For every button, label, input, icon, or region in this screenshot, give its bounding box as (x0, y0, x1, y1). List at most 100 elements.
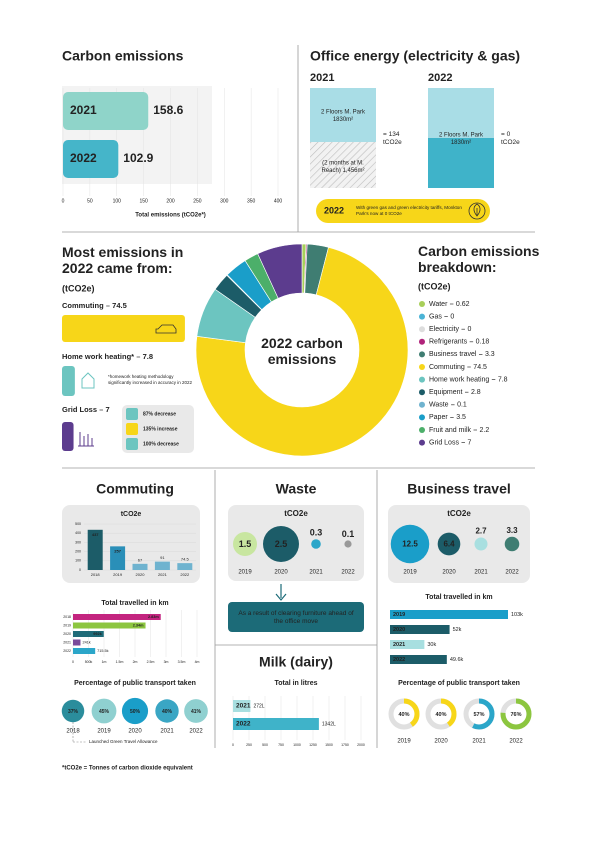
item-value: 7.8 (498, 376, 508, 383)
energy-block-label: 2 Floors M. Park 1830m² (439, 132, 484, 146)
item-value: 7 (106, 405, 110, 414)
x-tick-label: 2022 (180, 572, 190, 577)
x-tick-label: 250 (246, 743, 252, 747)
change-icon (126, 438, 138, 450)
section-title: Carbon emissions breakdown: (418, 243, 540, 275)
y-tick-label: 0 (79, 568, 81, 572)
item-name: Electricity (429, 326, 459, 333)
item-value: 0.18 (476, 339, 490, 346)
item-name: Home work heating (429, 376, 489, 383)
bar (62, 366, 75, 396)
item-value: 0 (450, 313, 454, 320)
x-tick-label: 2000 (357, 743, 365, 747)
x-tick-label: 150 (139, 198, 148, 204)
item-name: Grid Loss (429, 439, 459, 446)
item-name: Paper (429, 414, 448, 421)
value-label: 45% (99, 709, 110, 715)
note: Launched Green Travel Allowance (89, 739, 158, 744)
donut-center-label: 2022 carbon emissions (261, 335, 343, 367)
y-tick-label: 100 (75, 559, 81, 563)
y-tick-label: 2021 (63, 640, 71, 644)
grid-icon (78, 432, 94, 447)
x-tick-label: 0 (62, 198, 65, 204)
bubble (233, 532, 257, 556)
car-icon (155, 324, 177, 334)
item-name: Fruit and milk (429, 427, 472, 434)
bar-category: 2021 (70, 103, 97, 117)
bubble (311, 539, 321, 549)
x-tick-label: 2019 (113, 572, 123, 577)
item-value: 3.3 (485, 351, 495, 358)
x-tick-label: 750 (278, 743, 284, 747)
legend-swatch (419, 401, 425, 408)
energy-block (428, 138, 494, 188)
item-value: 74.5 (473, 364, 487, 371)
section-title: Commuting (96, 481, 174, 497)
energy-block-label: 2 Floors M. Park 1830m² (321, 109, 366, 123)
x-tick-label: 500 (262, 743, 268, 747)
bar (62, 315, 185, 342)
value-label: 12.5 (402, 540, 418, 549)
x-tick-label: 2022 (509, 739, 523, 745)
bar-category: 2021 (393, 642, 405, 648)
legend-swatch (419, 414, 425, 421)
y-tick-label: 500 (75, 522, 81, 526)
x-tick-label: 2018 (91, 572, 101, 577)
item-name: Commuting (62, 301, 104, 310)
legend-swatch (419, 338, 425, 345)
bar (63, 92, 149, 130)
item-name: Waste (429, 402, 449, 409)
change-label: 135% increase (143, 426, 178, 432)
note-panel (228, 602, 364, 632)
value-label: 2.5 (275, 539, 288, 549)
item-value: 0.62 (456, 301, 470, 308)
year-label: 2021 (310, 72, 334, 84)
x-tick-label: 300 (220, 198, 229, 204)
value-label: 2.7 (475, 527, 487, 536)
bubble (155, 699, 179, 723)
value-label: 158.6 (153, 103, 183, 117)
note: *homework heating methodology significant… (108, 374, 193, 385)
x-tick-label: 500k (85, 660, 93, 664)
bar (390, 640, 425, 649)
item-value: 3.5 (456, 414, 466, 421)
bar-category: 2022 (393, 657, 405, 663)
bubble (390, 524, 430, 564)
change-icon (126, 408, 138, 420)
y-tick-label: 400 (75, 531, 81, 535)
chart-title: Total travelled in km (101, 600, 168, 607)
house-icon (81, 372, 95, 389)
subtitle: (tCO2e) (62, 283, 95, 293)
badge-panel (316, 199, 490, 223)
y-tick-label: 200 (75, 550, 81, 554)
energy-result: = 0 tCO2e (501, 131, 520, 146)
footnote: *tCO2e = Tonnes of carbon dioxide equiva… (62, 766, 193, 772)
donut-slice (195, 246, 409, 457)
change-label: 87% decrease (143, 411, 176, 417)
section-title: Milk (dairy) (259, 654, 333, 670)
value-label: 272L (253, 703, 264, 709)
value-label: 41% (191, 709, 202, 715)
value-label: 102.9 (123, 151, 153, 165)
ring (500, 698, 532, 730)
x-tick-label: 2020 (128, 729, 142, 735)
bar (390, 625, 450, 634)
y-tick-label: 2019 (63, 623, 71, 627)
value-label: 50% (130, 709, 141, 715)
bubble (61, 699, 85, 723)
bubble (437, 532, 461, 556)
value-label: 40% (435, 712, 446, 718)
bubble (504, 536, 520, 552)
x-tick-label: 350 (247, 198, 256, 204)
arrow (275, 593, 287, 601)
value-label: 91 (160, 555, 165, 560)
energy-block-label: (2 months at M. Reach) 1,456m² (321, 160, 364, 174)
item-name: Gas (429, 313, 442, 320)
bar (73, 614, 161, 620)
bubble (184, 699, 208, 723)
x-axis-label: Total emissions (tCO2e*) (135, 213, 206, 219)
y-tick-label: 2018 (63, 615, 71, 619)
section-title: Waste (276, 481, 317, 497)
